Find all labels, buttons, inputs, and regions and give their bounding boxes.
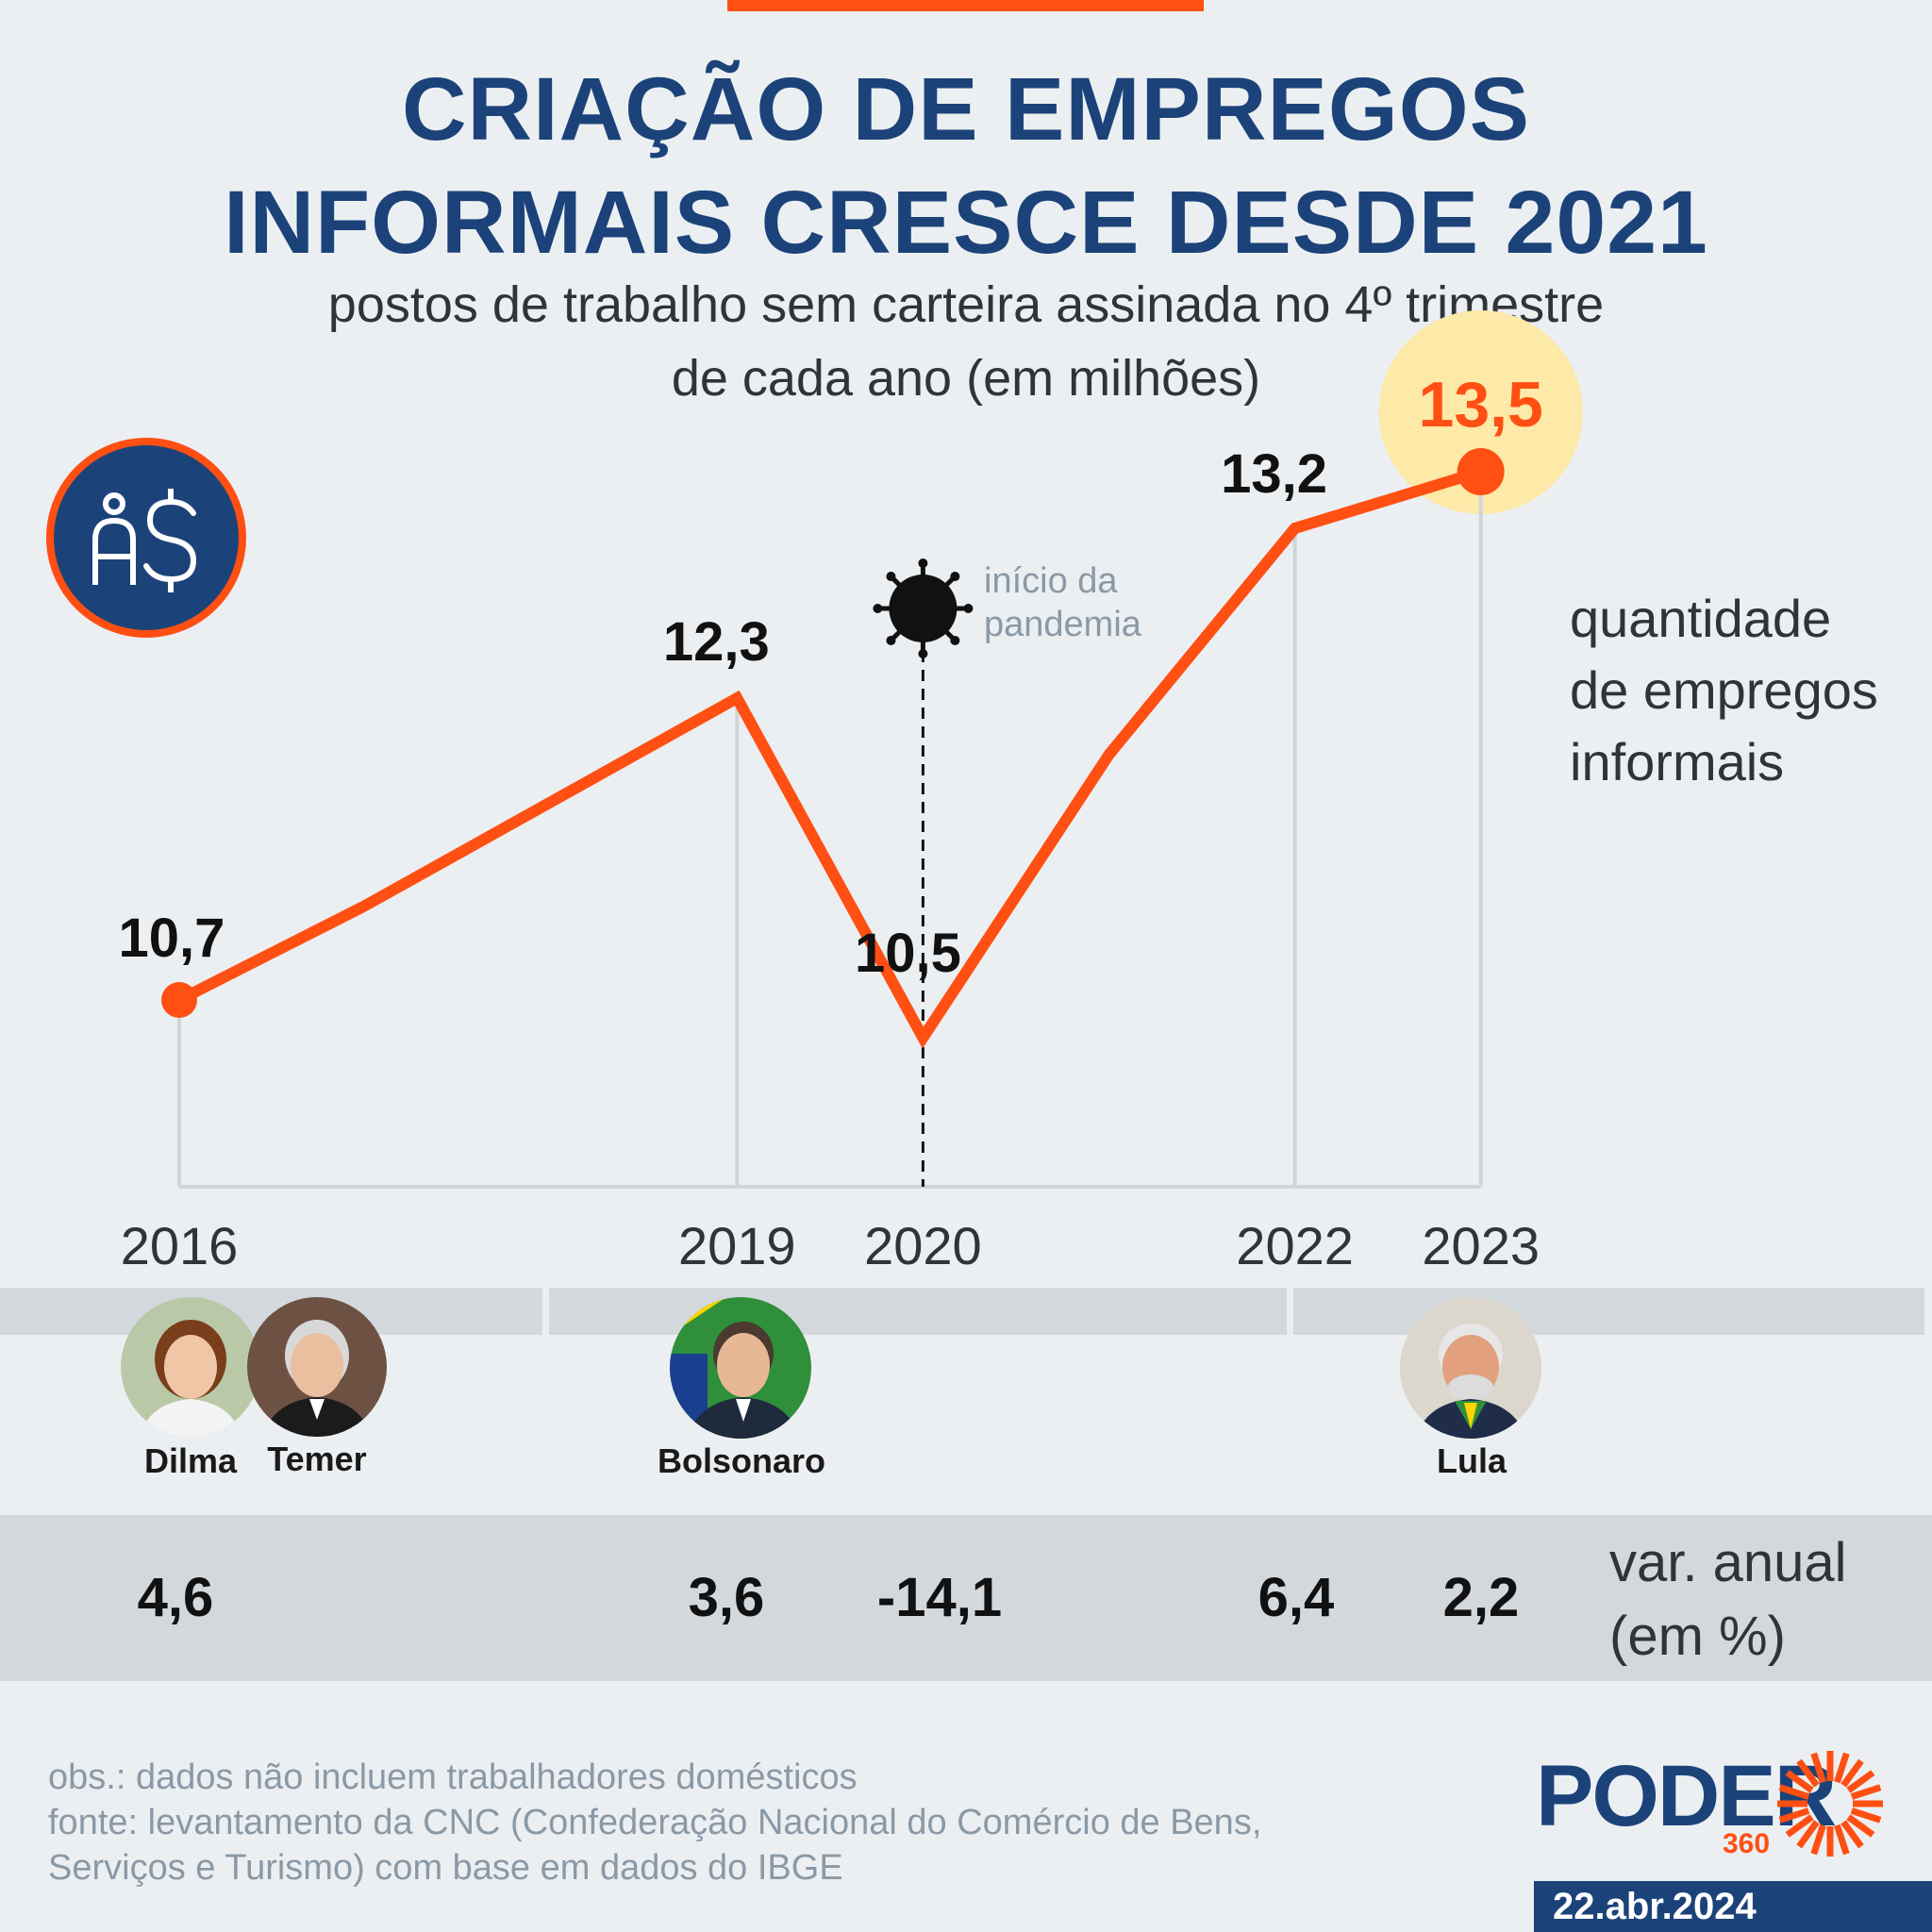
x-tick-2016: 2016	[121, 1216, 239, 1275]
annual-variation-2020: -14,1	[876, 1567, 1003, 1628]
president-name-temer: Temer	[267, 1440, 367, 1478]
line-chart: 10,7 12,3 10,5 13,2 13,5 2016 2019 2020 2022 2023	[119, 310, 1583, 1275]
annual-variation-2019: 3,6	[688, 1567, 765, 1628]
term-band-bolsonaro	[549, 1288, 1287, 1335]
annual-variation-2022: 6,4	[1257, 1567, 1335, 1628]
logo-word: PODER	[1536, 1748, 1837, 1844]
poder360-logo: PODER 360	[1536, 1747, 1887, 1859]
data-point-2016	[161, 982, 197, 1018]
annual-variation-band	[0, 1515, 1932, 1681]
x-tick-2019: 2019	[678, 1216, 796, 1275]
worker-money-icon	[46, 438, 246, 638]
data-label-2020: 10,5	[855, 923, 961, 984]
avatar-lula	[1400, 1297, 1541, 1439]
series-label: quantidade de empregos informais	[1570, 589, 1878, 791]
data-label-2016: 10,7	[119, 908, 225, 969]
footnote: obs.: dados não incluem trabalhadores do…	[48, 1757, 1262, 1888]
term-band-lula	[1293, 1288, 1924, 1335]
annual-variation-label: var. anual (em %)	[1609, 1532, 1847, 1667]
sunburst-icon	[1777, 1751, 1883, 1857]
series-line	[176, 466, 1483, 1049]
president-name-dilma: Dilma	[143, 1441, 238, 1480]
pandemic-annotation: início da pandemia	[984, 561, 1141, 644]
avatar-dilma	[121, 1297, 260, 1437]
chart-title: CRIAÇÃO DE EMPREGOS INFORMAIS CRESCE DES…	[224, 59, 1708, 273]
president-name-bolsonaro: Bolsonaro	[657, 1441, 825, 1480]
avatar-bolsonaro	[670, 1297, 811, 1439]
logo-number: 360	[1723, 1828, 1771, 1859]
x-tick-2023: 2023	[1422, 1216, 1540, 1275]
virus-icon	[873, 558, 974, 658]
president-name-lula: Lula	[1436, 1441, 1507, 1480]
highlight-halo	[1378, 310, 1583, 514]
avatar-temer	[247, 1297, 387, 1437]
data-point-2023	[1457, 448, 1505, 495]
publication-date: 22.abr.2024	[1534, 1881, 1932, 1932]
annual-variation-2016: 4,6	[137, 1567, 214, 1628]
data-label-2023: 13,5	[1419, 369, 1543, 441]
top-accent-bar	[727, 0, 1204, 11]
x-tick-2022: 2022	[1236, 1216, 1354, 1275]
x-tick-2020: 2020	[864, 1216, 982, 1275]
data-label-2022: 13,2	[1221, 443, 1327, 505]
annual-variation-2023: 2,2	[1442, 1567, 1520, 1628]
data-label-2019: 12,3	[663, 611, 770, 673]
chart-subtitle: postos de trabalho sem carteira assinada…	[327, 276, 1605, 407]
